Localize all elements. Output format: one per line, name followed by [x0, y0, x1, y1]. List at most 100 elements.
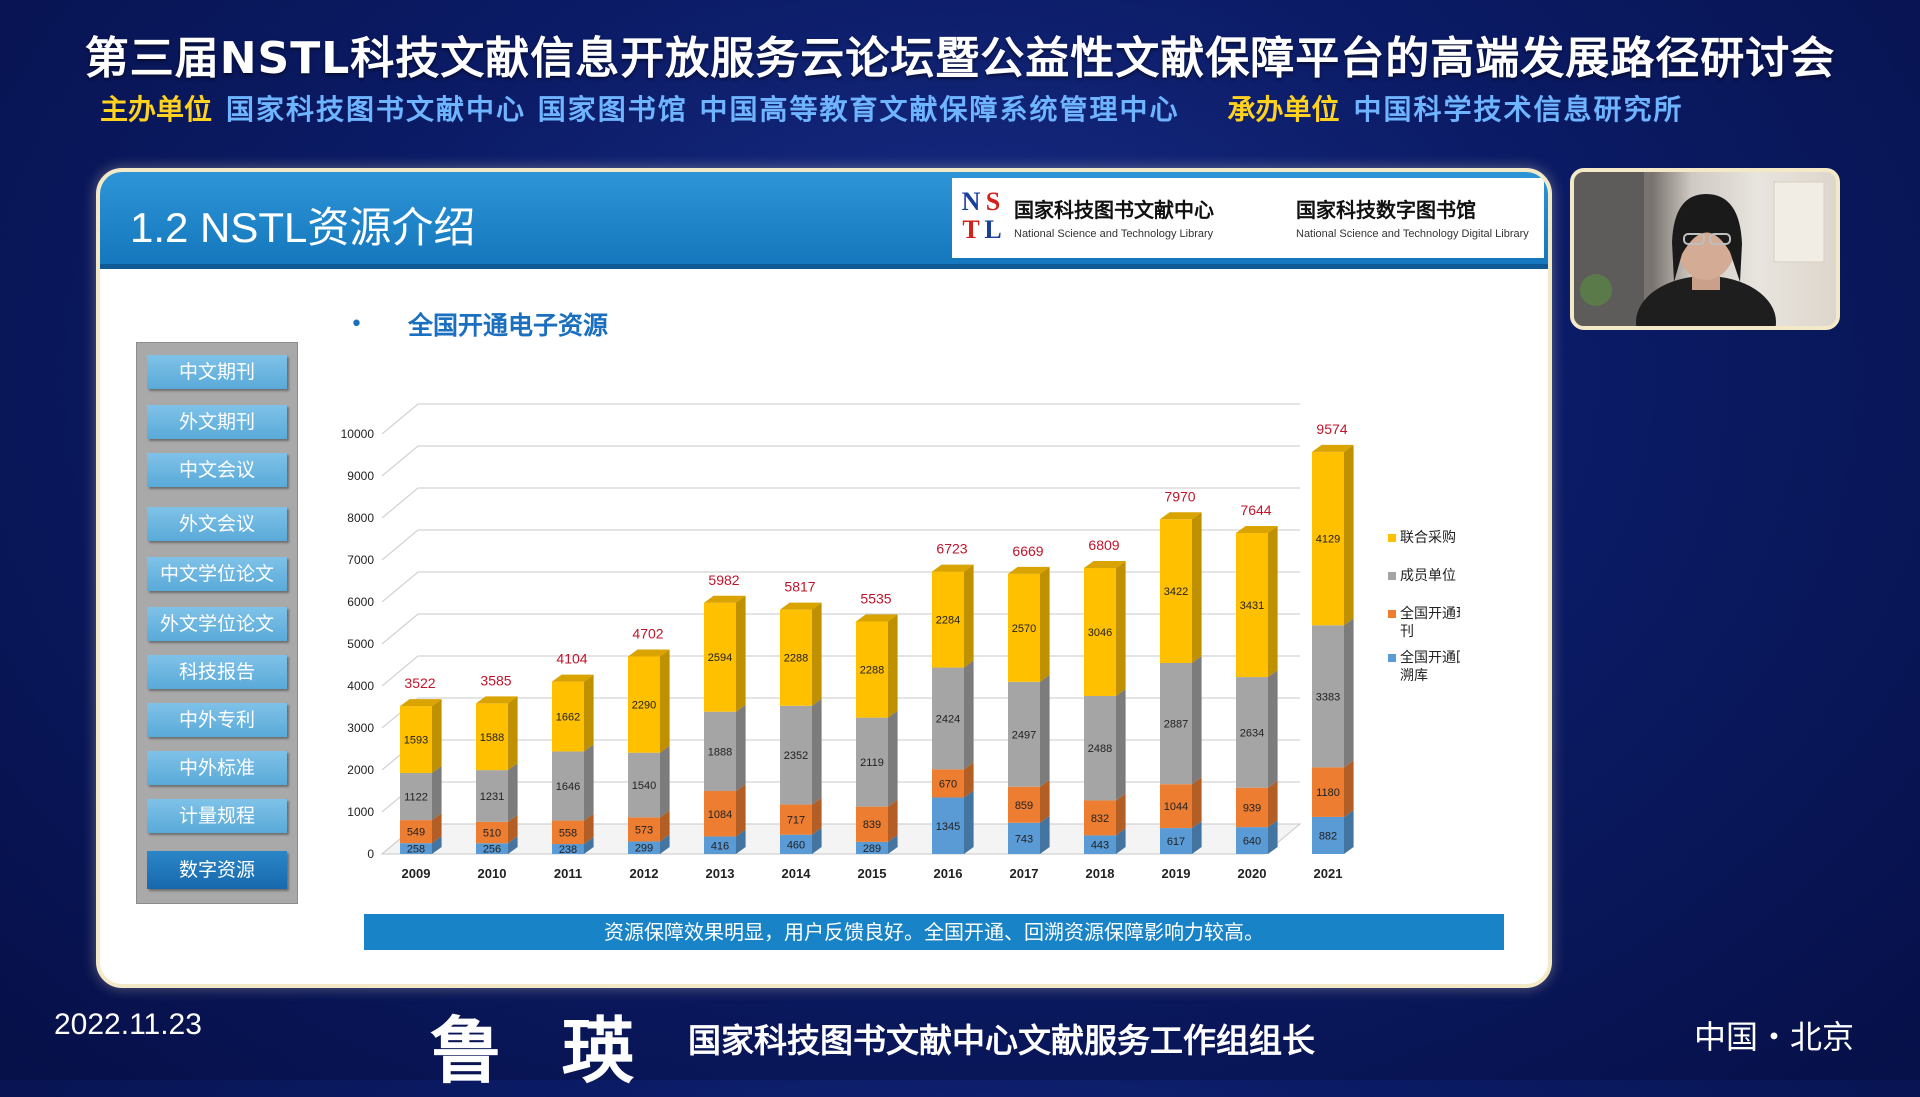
bar-side — [1116, 793, 1126, 836]
sidebar-item-cn-journals[interactable]: 中文期刊 — [147, 355, 287, 389]
bar-side — [1192, 512, 1202, 663]
bar-top — [400, 699, 442, 707]
sidebar-item-tech-reports[interactable]: 科技报告 — [147, 655, 287, 689]
data-label: 1662 — [556, 712, 580, 724]
sidebar-item-digital-resources[interactable]: 数字资源 — [147, 851, 287, 889]
bar-segment — [1160, 828, 1192, 854]
data-label: 299 — [635, 843, 653, 855]
y-tick-label: 6000 — [347, 595, 374, 609]
speaker-title: 国家科技图书文献中心文献服务工作组组长 — [688, 1021, 1315, 1060]
total-label: 3585 — [480, 672, 511, 688]
bar-side — [1344, 809, 1354, 854]
bar-top — [704, 595, 746, 603]
speaker-video-icon — [1574, 172, 1825, 326]
y-tick-label: 1000 — [347, 805, 374, 819]
data-label: 549 — [407, 827, 425, 839]
data-label: 2887 — [1164, 719, 1188, 731]
bar-side — [1040, 566, 1050, 682]
bar-segment — [1160, 662, 1192, 785]
x-tick-label: 2009 — [402, 866, 431, 881]
bar-segment — [1008, 786, 1040, 823]
legend-label: 联合采购 — [1400, 530, 1456, 546]
data-label: 1588 — [480, 732, 504, 744]
bar-side — [736, 784, 746, 837]
total-label: 7970 — [1164, 488, 1195, 504]
data-label: 510 — [483, 828, 501, 840]
bar-segment — [400, 843, 432, 854]
data-label: 717 — [787, 815, 805, 827]
sidebar-item-foreign-conferences[interactable]: 外文会议 — [147, 507, 287, 541]
sidebar-item-metrology[interactable]: 计量规程 — [147, 799, 287, 833]
bar-segment — [1236, 827, 1268, 854]
bar-side — [432, 813, 442, 844]
logo-cn-name-1: 国家科技图书文献中心 — [1014, 198, 1214, 222]
stacked-bar-chart: 0 1000 2000 3000 4000 5000 6000 7000 8000 9000 100… — [341, 403, 1460, 881]
bar-top — [1084, 561, 1126, 569]
sidebar-item-cn-theses[interactable]: 中文学位论文 — [147, 557, 287, 591]
x-tick-label: 2016 — [934, 866, 963, 881]
sidebar-item-foreign-theses[interactable]: 外文学位论文 — [147, 607, 287, 641]
bar-segment — [552, 844, 584, 854]
bar-segment — [780, 609, 812, 706]
bar-side — [888, 799, 898, 842]
data-label: 1084 — [708, 809, 732, 821]
data-label: 289 — [863, 843, 881, 855]
bar-segment — [856, 841, 888, 854]
total-label: 6809 — [1088, 537, 1119, 553]
data-label: 832 — [1091, 813, 1109, 825]
bar-segment — [780, 804, 812, 835]
sidebar-item-cn-conferences[interactable]: 中文会议 — [147, 453, 287, 487]
bar-side — [1040, 779, 1050, 823]
speaker-name: 鲁瑛 — [430, 1009, 695, 1093]
sidebar-item-patents[interactable]: 中外专利 — [147, 703, 287, 737]
x-tick-label: 2010 — [478, 866, 507, 881]
data-label: 3046 — [1088, 627, 1112, 639]
total-label: 5817 — [784, 579, 815, 595]
data-label: 1044 — [1164, 801, 1188, 813]
data-label: 2288 — [860, 665, 884, 677]
bar-side — [508, 696, 518, 771]
bar-side — [584, 813, 594, 845]
bar-side — [964, 762, 974, 798]
data-label: 882 — [1319, 830, 1337, 842]
bar-side — [812, 797, 822, 835]
bar-segment — [856, 806, 888, 842]
summary-banner: 资源保障效果明显，用户反馈良好。全国开通、回溯资源保障影响力较高。 — [364, 914, 1504, 950]
data-label: 256 — [483, 844, 501, 856]
bar-top — [932, 564, 974, 572]
bar-segment — [552, 820, 584, 845]
bar-segment — [1312, 451, 1344, 626]
data-label: 2497 — [1012, 729, 1036, 741]
bar-side — [1116, 561, 1126, 696]
bar-segment — [1084, 835, 1116, 854]
legend-swatch — [1388, 534, 1396, 542]
bar-top — [856, 614, 898, 622]
sidebar-item-standards[interactable]: 中外标准 — [147, 751, 287, 785]
bar-side — [1116, 828, 1126, 854]
data-label: 617 — [1167, 836, 1185, 848]
data-label: 3422 — [1164, 586, 1188, 598]
sidebar-item-foreign-journals[interactable]: 外文期刊 — [147, 405, 287, 439]
bar-side — [1268, 525, 1278, 678]
y-tick-label: 5000 — [347, 637, 374, 651]
bullet-icon: • — [350, 312, 363, 337]
data-label: 1231 — [480, 791, 504, 803]
bar-top — [1312, 444, 1354, 452]
bar-segment — [1312, 625, 1344, 768]
x-tick-label: 2011 — [554, 866, 582, 881]
resource-sidebar: 中文期刊 外文期刊 中文会议 外文会议 中文学位论文 外文学位论文 科技报告 中… — [136, 342, 298, 904]
bar-top — [780, 602, 822, 610]
grid-diagonal — [381, 613, 419, 645]
legend-swatch — [1388, 572, 1396, 580]
data-label: 3383 — [1316, 691, 1340, 703]
data-label: 839 — [863, 819, 881, 831]
bar-segment — [400, 772, 432, 821]
data-label: 1646 — [556, 781, 580, 793]
bar-side — [508, 836, 518, 854]
total-label: 5535 — [860, 591, 891, 607]
y-tick-label: 0 — [367, 847, 374, 861]
bar-segment — [628, 656, 660, 753]
bar-segment — [1236, 677, 1268, 788]
bar-segment — [1008, 822, 1040, 854]
